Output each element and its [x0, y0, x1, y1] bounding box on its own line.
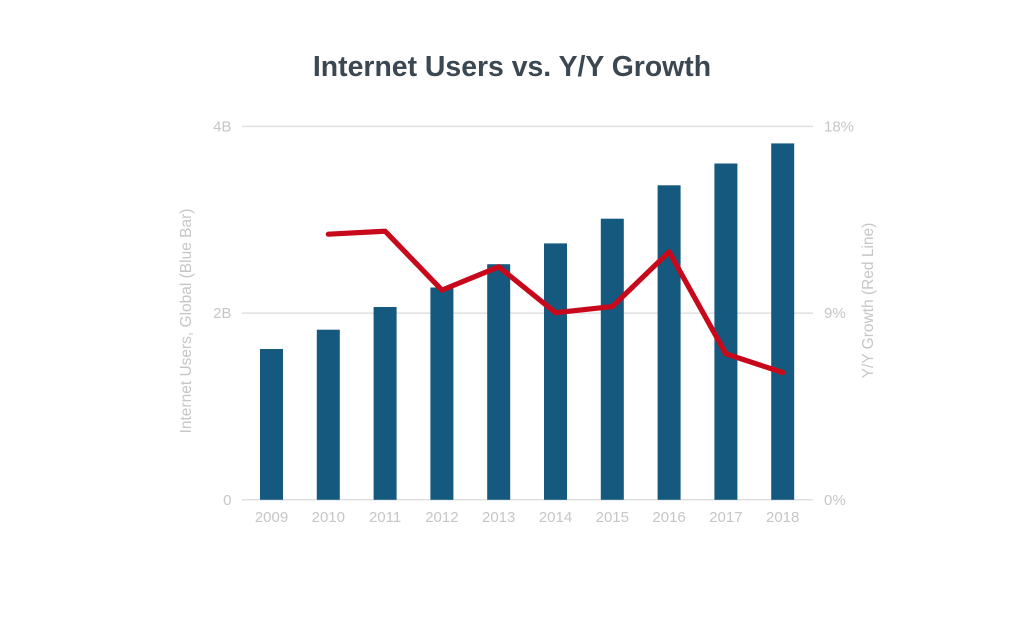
- svg-text:2018: 2018: [766, 509, 799, 526]
- svg-text:2014: 2014: [539, 509, 572, 526]
- svg-text:2013: 2013: [482, 509, 515, 526]
- svg-text:Y/Y Growth (Red Line): Y/Y Growth (Red Line): [860, 223, 877, 379]
- svg-text:2011: 2011: [369, 509, 401, 526]
- svg-text:2B: 2B: [213, 305, 231, 322]
- svg-text:Internet Users vs. Y/Y Growth: Internet Users vs. Y/Y Growth: [313, 51, 711, 83]
- svg-text:0%: 0%: [824, 492, 846, 509]
- svg-text:2015: 2015: [596, 509, 629, 526]
- svg-text:18%: 18%: [824, 118, 854, 135]
- svg-text:4B: 4B: [213, 118, 231, 135]
- svg-text:9%: 9%: [824, 305, 846, 322]
- svg-text:2017: 2017: [709, 509, 742, 526]
- svg-text:2016: 2016: [652, 509, 685, 526]
- svg-text:2010: 2010: [312, 509, 345, 526]
- svg-text:2009: 2009: [255, 509, 288, 526]
- svg-text:0: 0: [223, 492, 231, 509]
- svg-text:Internet Users, Global (Blue B: Internet Users, Global (Blue Bar): [178, 209, 195, 434]
- svg-text:2012: 2012: [425, 509, 458, 526]
